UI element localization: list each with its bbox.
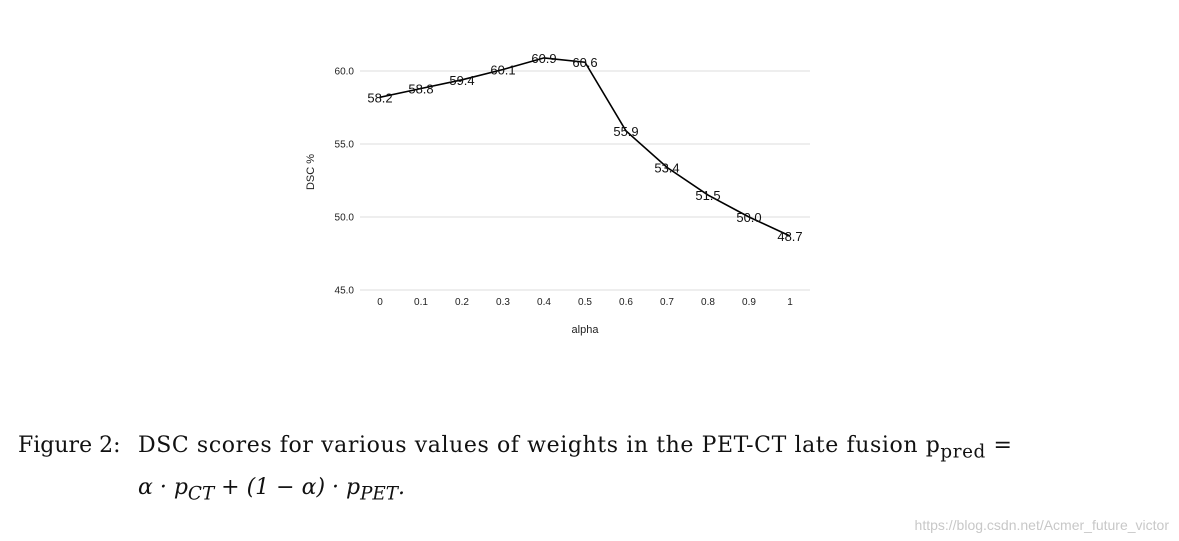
- x-tick-label: 0: [377, 297, 383, 308]
- data-label-point: 53.4: [654, 160, 679, 175]
- y-axis-ticks: 45.0 50.0 55.0 60.0: [335, 67, 355, 297]
- data-labels: 58.2 58.8 59.4 60.1 60.9 60.6 55.9 53.4 51.5 50.0…: [367, 51, 802, 244]
- caption-line1-text: DSC scores for various values of weights…: [138, 433, 941, 458]
- data-label-point: 58.2: [367, 90, 392, 105]
- caption-label: Figure 2:: [18, 433, 121, 458]
- dsc-line-chart: 45.050.055.060.0 0 0.1 0.2 0.3 0.4 0.5 0.6 0.7 0…: [305, 51, 810, 336]
- data-label-point: 55.9: [613, 124, 638, 139]
- gridlines: [360, 70, 810, 291]
- x-tick-label: 1: [787, 297, 793, 308]
- caption-line2-tail: .: [398, 475, 406, 501]
- x-axis-title: alpha: [572, 324, 600, 336]
- data-label-point: 48.7: [777, 229, 802, 244]
- watermark: https://blog.csdn.net/Acmer_future_victo…: [914, 517, 1169, 533]
- x-tick-label: 0.7: [660, 297, 674, 308]
- x-axis-ticks: 0 0.1 0.2 0.3 0.4 0.5 0.6 0.7 0.8 0.9 1: [377, 297, 793, 308]
- x-tick-label: 0.3: [496, 297, 510, 308]
- y-axis-title: DSC %: [305, 154, 317, 190]
- data-label-point: 51.5: [695, 188, 720, 203]
- y-tick-label: 45.0: [335, 286, 355, 297]
- caption-line-1: DSC scores for various values of weights…: [138, 428, 1148, 470]
- caption-line1-tail: =: [985, 433, 1013, 458]
- caption-line-2: α · pCT + (1 − α) · pPET.: [138, 470, 1148, 512]
- x-tick-label: 0.6: [619, 297, 633, 308]
- caption-body: DSC scores for various values of weights…: [138, 428, 1148, 513]
- y-tick-label: 60.0: [335, 67, 355, 78]
- x-tick-label: 0.5: [578, 297, 592, 308]
- x-tick-label: 0.2: [455, 297, 469, 308]
- data-label-point: 59.4: [449, 73, 474, 88]
- x-tick-label: 0.8: [701, 297, 715, 308]
- data-label-point: 60.9: [531, 51, 556, 66]
- caption-line2-sub-ct: CT: [187, 483, 215, 505]
- caption-line2-sub-pet: PET: [360, 483, 399, 505]
- series-line-dsc: [379, 57, 791, 237]
- caption-line2-text: α · p: [138, 475, 188, 501]
- y-tick-label: 50.0: [335, 213, 355, 224]
- x-tick-label: 0.9: [742, 297, 756, 308]
- x-tick-label: 0.1: [414, 297, 428, 308]
- caption-line1-sub: pred: [940, 441, 986, 463]
- data-label-point: 60.1: [490, 63, 515, 78]
- x-tick-label: 0.4: [537, 297, 551, 308]
- caption-line2-mid: + (1 − α) · p: [214, 475, 361, 501]
- data-label-point: 50.0: [736, 210, 761, 225]
- y-tick-label: 55.0: [335, 140, 355, 151]
- data-label-point: 60.6: [572, 55, 597, 70]
- data-label-point: 58.8: [408, 82, 433, 97]
